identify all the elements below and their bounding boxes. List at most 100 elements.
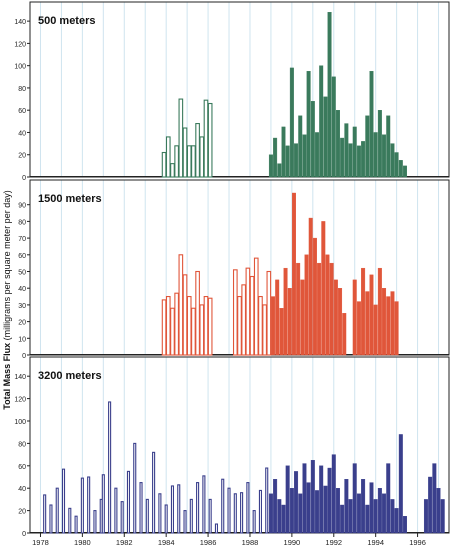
y-tick-label: 100 — [14, 64, 26, 71]
bar — [120, 501, 124, 534]
x-tick-label: 1996 — [409, 538, 426, 547]
bar — [139, 482, 143, 534]
x-tick-label: 1994 — [367, 538, 384, 547]
bar — [333, 279, 338, 356]
bar — [277, 163, 282, 178]
bar — [340, 137, 345, 178]
x-tick-label: 1978 — [32, 538, 49, 547]
bar — [271, 296, 276, 356]
bar — [373, 132, 378, 178]
bar — [165, 136, 171, 178]
bar — [285, 465, 290, 534]
y-tick-label: 90 — [18, 203, 26, 210]
bar — [114, 487, 118, 534]
bar — [382, 288, 387, 356]
bar — [195, 123, 200, 178]
bar — [291, 192, 296, 356]
bar — [294, 471, 299, 534]
bar — [300, 279, 305, 356]
bar — [394, 508, 399, 534]
y-tick-label: 20 — [18, 153, 26, 160]
bar — [386, 296, 391, 356]
x-tick-label: 1986 — [200, 538, 217, 547]
bar — [304, 254, 309, 356]
bar — [287, 288, 292, 356]
bar — [331, 76, 336, 178]
bar — [344, 123, 349, 178]
bar — [268, 493, 273, 534]
bar — [323, 485, 328, 534]
bar — [199, 136, 205, 178]
y-tick-label: 100 — [14, 419, 26, 426]
bar — [195, 270, 200, 356]
bar — [432, 463, 437, 534]
panel-title: 1500 meters — [38, 193, 102, 205]
bar — [161, 299, 167, 356]
bar — [403, 516, 407, 534]
bar — [43, 494, 47, 534]
y-tick-label: 80 — [18, 441, 26, 448]
bar — [365, 115, 370, 178]
series-outline — [43, 401, 269, 534]
bar — [356, 145, 361, 178]
bar — [386, 115, 391, 178]
bar — [87, 476, 91, 534]
bar — [365, 504, 370, 534]
bar — [252, 510, 256, 534]
bar — [152, 451, 156, 534]
y-tick-label: 80 — [18, 219, 26, 226]
bar — [232, 269, 238, 356]
bar — [298, 493, 303, 534]
y-tick-label: 40 — [18, 130, 26, 137]
chart-panels: 0 20 40 60 80 100 120 140 500 meters 0 10 20 30 40 50 6… — [14, 1, 450, 538]
bar — [365, 291, 370, 356]
bar — [126, 470, 131, 534]
bar — [398, 434, 403, 534]
y-tick-label: 140 — [14, 19, 26, 26]
bar — [165, 295, 171, 356]
bar — [352, 463, 357, 534]
bar — [369, 71, 374, 178]
y-tick-label: 50 — [18, 270, 26, 277]
bar — [377, 488, 382, 534]
bar — [191, 307, 196, 356]
bar — [315, 490, 319, 534]
bar — [241, 284, 247, 356]
bar — [306, 482, 311, 534]
bar — [289, 488, 294, 534]
bar — [390, 499, 395, 534]
series-filled — [271, 192, 399, 356]
bar — [227, 487, 231, 534]
bar — [382, 134, 387, 178]
bar — [335, 109, 340, 178]
bar — [61, 468, 66, 534]
bar — [281, 504, 286, 534]
bar — [183, 510, 187, 534]
bar — [377, 267, 382, 356]
bar — [170, 307, 175, 356]
series-filled — [268, 434, 445, 534]
bar — [273, 479, 278, 534]
bar — [323, 96, 328, 178]
y-tick-label: 0 — [22, 531, 26, 538]
y-axis-label: Total Mass Flux (milligrams per square m… — [2, 190, 12, 409]
panel-title: 500 meters — [38, 15, 96, 27]
bar — [258, 295, 263, 356]
x-tick-label: 1990 — [284, 538, 301, 547]
bar — [321, 221, 326, 356]
bar — [327, 467, 332, 534]
bar — [352, 279, 357, 356]
bar — [74, 515, 78, 534]
bar — [306, 71, 311, 178]
bar — [221, 478, 225, 534]
bar — [352, 126, 357, 178]
bar — [403, 165, 407, 178]
bar — [93, 510, 97, 534]
y-tick-label: 20 — [18, 320, 26, 327]
bar — [285, 145, 290, 178]
panel-frame — [29, 1, 450, 178]
y-tick-label: 40 — [18, 286, 26, 293]
bar — [182, 127, 188, 178]
bar — [308, 217, 313, 356]
